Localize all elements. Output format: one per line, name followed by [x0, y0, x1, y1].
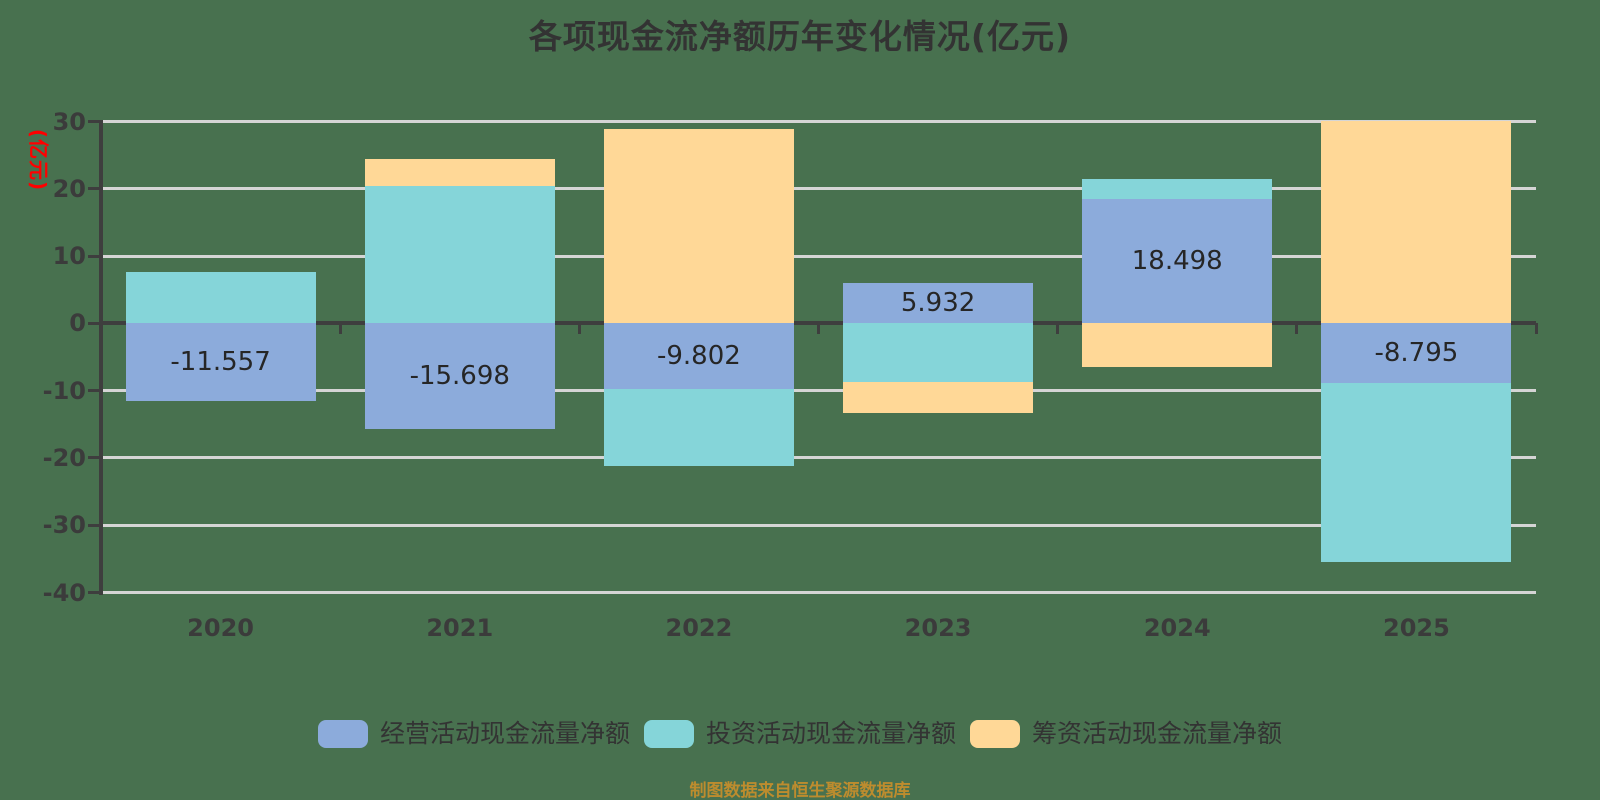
gridline: [101, 254, 1536, 258]
bar-segment-operating-2023: [843, 283, 1034, 324]
x-axis-tick-label: 2023: [904, 614, 972, 642]
x-axis-tick: [1056, 323, 1060, 335]
bar-segment-operating-2025: [1321, 323, 1512, 383]
y-axis-tick-label: 20: [52, 174, 86, 203]
y-axis-tick: [88, 120, 101, 123]
bar-segment-operating-2022: [603, 323, 794, 390]
bar-segment-financing-2022: [603, 128, 794, 324]
bar-value-label: -8.795: [1374, 337, 1459, 368]
y-axis-tick: [88, 254, 101, 258]
bar-value-label: -15.698: [409, 361, 510, 392]
bar-segment-financing-2021: [364, 158, 555, 187]
x-axis-tick-label: 2025: [1383, 614, 1450, 642]
bar-value-label: -11.557: [170, 347, 271, 378]
y-axis-tick: [88, 187, 101, 191]
x-axis-tick: [817, 323, 820, 335]
bar-value-label: 5.932: [900, 288, 976, 319]
bar-segment-investing-2023: [843, 323, 1034, 382]
x-axis-tick-label: 2024: [1143, 614, 1211, 642]
y-axis-line: [99, 120, 103, 595]
bar-segment-investing-2024: [1082, 179, 1273, 199]
gridline: [101, 591, 1536, 594]
legend-item-financing: 筹资活动现金流量净额: [970, 717, 1282, 751]
y-axis-tick: [88, 591, 101, 594]
y-axis-tick-label: -20: [42, 443, 86, 472]
bar-segment-operating-2020: [125, 323, 316, 402]
x-axis-tick-label: 2020: [187, 614, 254, 642]
legend-label-financing: 筹资活动现金流量净额: [1032, 719, 1283, 748]
legend-label-investing: 投资活动现金流量净额: [705, 719, 956, 748]
y-axis-tick: [88, 456, 101, 460]
x-axis-tick: [577, 323, 581, 335]
bar-segment-investing-2020: [125, 272, 316, 324]
legend-swatch-operating-icon: [317, 720, 368, 748]
bar-segment-financing-2023: [843, 381, 1034, 413]
y-axis-tick-label: 30: [52, 107, 86, 136]
x-axis-tick: [1534, 323, 1538, 335]
y-axis-tick-label: 0: [69, 309, 86, 338]
legend-item-operating: 经营活动现金流量净额: [317, 717, 630, 751]
bar-value-label: 18.498: [1131, 246, 1223, 277]
gridline: [101, 456, 1536, 460]
y-axis-tick: [88, 389, 101, 393]
bar-segment-financing-2025: [1321, 120, 1512, 324]
x-axis-tick-label: 2021: [426, 614, 494, 642]
gridline: [101, 120, 1536, 123]
legend-item-investing: 投资活动现金流量净额: [643, 717, 956, 751]
bar-segment-operating-2021: [364, 323, 555, 429]
legend-label-operating: 经营活动现金流量净额: [379, 719, 630, 748]
gridline: [101, 187, 1536, 191]
bar-segment-investing-2022: [603, 389, 794, 466]
gridline: [101, 523, 1536, 527]
y-axis-tick-label: -30: [42, 511, 86, 540]
legend-swatch-investing-icon: [643, 720, 694, 748]
data-source-note: 制图数据来自恒生聚源数据库: [689, 781, 911, 800]
x-axis-tick-label: 2022: [665, 614, 733, 642]
legend: 经营活动现金流量净额 投资活动现金流量净额 筹资活动现金流量净额: [0, 717, 1600, 751]
y-axis-tick-label: -10: [42, 376, 86, 405]
y-axis-tick: [88, 321, 101, 325]
chart-title: 各项现金流净额历年变化情况(亿元): [528, 17, 1072, 56]
y-axis-tick: [88, 523, 101, 527]
legend-swatch-financing-icon: [970, 720, 1020, 748]
bar-segment-investing-2021: [364, 186, 555, 324]
bar-segment-operating-2024: [1082, 198, 1273, 324]
y-axis-tick-label: -40: [42, 578, 86, 607]
y-axis-tick-label: 10: [52, 242, 86, 271]
bar-segment-investing-2025: [1321, 382, 1512, 562]
gridline: [101, 389, 1536, 393]
bar-segment-financing-2024: [1082, 323, 1273, 368]
bar-value-label: -9.802: [656, 341, 741, 372]
x-axis-tick: [338, 323, 342, 335]
x-axis-tick: [1295, 323, 1299, 335]
